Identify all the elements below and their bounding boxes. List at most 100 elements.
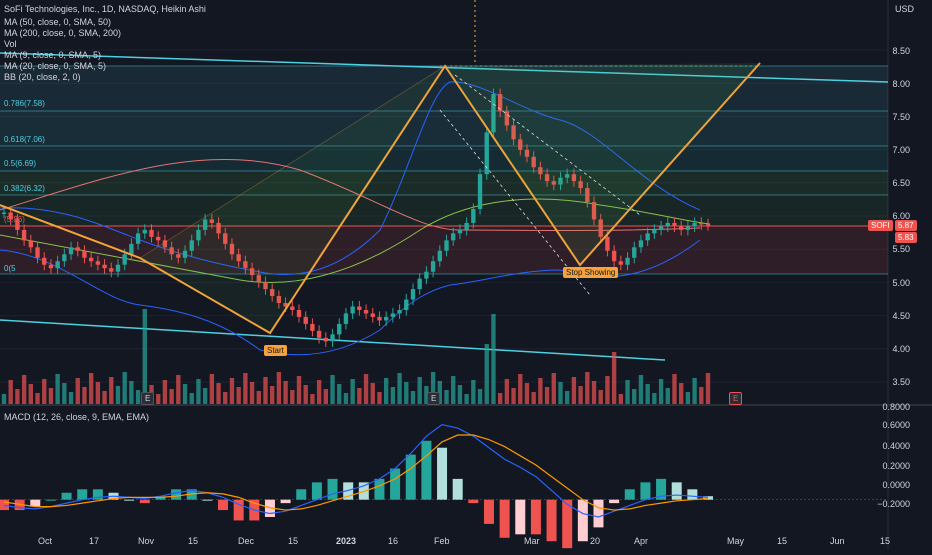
x-tick: Apr [634,536,649,546]
volume-bar [464,394,469,404]
volume-bar [484,344,489,404]
volume-bar [705,373,711,404]
volume-bar [102,391,107,404]
candle-body [451,233,456,241]
candle-body [102,264,107,269]
candle-body [571,174,577,182]
candle-body [685,226,691,230]
macd-histogram-bar [92,489,103,500]
y-tick: 6.00 [892,211,910,221]
volume-bar [1,394,7,404]
legend-bb[interactable]: BB (20, close, 2, 0) [4,72,81,82]
volume-bar [625,380,630,404]
candle-body [484,132,489,175]
macd-histogram-bar [703,496,713,500]
volume-bar [632,389,637,404]
candle-body [350,306,355,314]
candle-body [437,250,442,262]
candle-body [531,156,536,168]
candle-body [605,236,610,251]
legend-ma9[interactable]: MA (9, close, 0, SMA, 5) [4,50,102,60]
volume-bar [202,388,208,404]
earnings-marker-nov[interactable]: E [141,392,155,405]
volume-bar [524,383,530,404]
legend-ma20[interactable]: MA (20, close, 0, SMA, 5) [4,61,107,71]
candle-body [236,254,241,262]
volume-bar [404,382,409,404]
volume-bar [350,379,355,404]
candle-body [692,222,697,227]
legend-ma50[interactable]: MA (50, close, 0, SMA, 50) [4,17,112,27]
earnings-marker-feb[interactable]: E [427,392,441,405]
pattern-badge[interactable]: Stop Showing [563,267,619,278]
volume-bar [672,374,677,404]
candle-body [129,243,134,255]
y-tick: 8.00 [892,79,910,89]
channel-lower [439,109,591,296]
candle-body [330,334,335,342]
volume-bar [109,377,114,404]
candle-body [565,174,570,178]
macd-histogram-bar [593,499,604,528]
x-tick: 15 [777,536,788,546]
legend-macd[interactable]: MACD (12, 26, close, 9, EMA, EMA) [4,412,150,422]
legend-vol[interactable]: Vol [4,39,17,49]
candle-body [276,296,282,304]
volume-bar [538,378,543,404]
signal-line [3,434,709,511]
y-tick: 3.50 [892,377,910,387]
legend-ma200[interactable]: MA (200, close, 0, SMA, 200) [4,28,122,38]
y-tick: 4.50 [892,311,910,321]
y-tick: 7.00 [892,145,910,155]
ma50-line [0,198,711,283]
candle-body [323,337,329,342]
macd-histogram-bar [124,499,135,501]
candle-body [243,261,248,269]
volume-bar [95,382,101,404]
candle-body [68,247,74,255]
y-tick: 8.50 [892,46,910,56]
volume-bar [176,375,181,404]
fib-label-0236: (5.86) [4,215,25,224]
volume-bar [28,384,33,404]
volume-bar [270,386,275,404]
candle-body [189,240,194,251]
volume-bar [115,386,121,404]
candle-body [538,167,543,175]
candle-body [62,254,67,262]
volume-bar [243,373,248,404]
y-tick: 7.50 [892,112,910,122]
candle-body [625,257,630,265]
fib-zone [0,195,888,226]
candle-body [672,222,677,227]
x-tick: Oct [38,536,53,546]
volume-bar [216,383,221,404]
candle-body [8,212,13,220]
macd-tick: 0.2000 [882,461,910,471]
volume-bar [410,391,416,404]
candle-body [283,303,288,307]
volume-bar [135,390,141,404]
candle-body [303,316,308,324]
channel-upper [454,74,641,216]
candle-body [699,222,704,225]
macd-histogram-bar [390,468,401,500]
candle-body [156,236,161,241]
candle-body [383,316,389,321]
volume-bar [363,374,369,404]
macd-histogram-bar [0,499,9,511]
candle-body [464,222,469,230]
volume-bar [323,389,329,404]
candle-body [652,229,657,234]
candle-body [404,299,409,310]
volume-bar [129,381,134,404]
macd-tick: 0.6000 [882,420,910,430]
macd-histogram-bar [546,499,557,542]
candle-body [551,181,556,185]
macd-histogram-bar [45,499,56,501]
macd-histogram-bar [562,499,573,549]
x-tick: Feb [434,536,450,546]
earnings-marker-may[interactable]: E [729,392,743,405]
